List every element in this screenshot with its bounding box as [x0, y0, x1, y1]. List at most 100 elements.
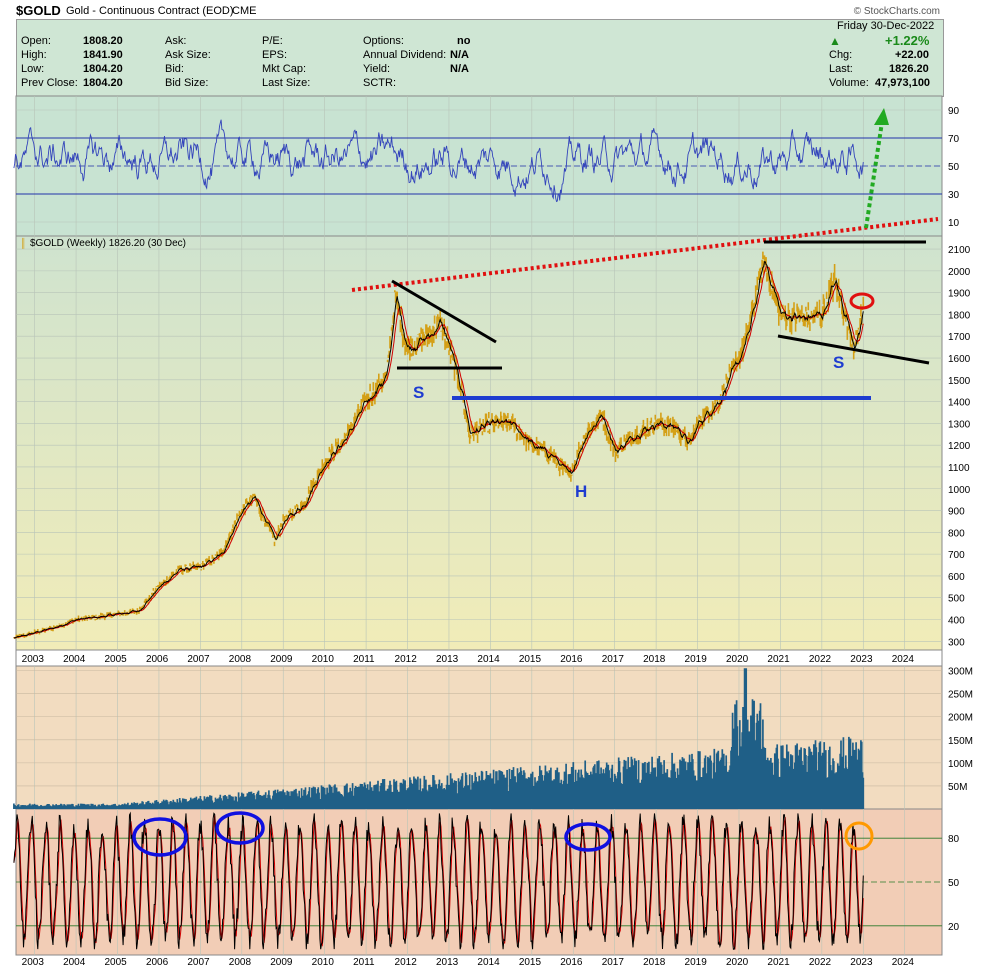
- price-ytick-1900: 1900: [948, 289, 971, 300]
- asksize-label: Ask Size:: [165, 49, 211, 61]
- last-value: 1826.20: [889, 63, 929, 75]
- mktcap-label: Mkt Cap:: [262, 63, 307, 75]
- sto-xtick-2012: 2012: [395, 957, 418, 968]
- sto-xtick-2019: 2019: [685, 957, 708, 968]
- black-downtrend-line: [391, 279, 497, 344]
- prevclose-label: Prev Close:: [21, 77, 78, 89]
- sto-xtick-2024: 2024: [892, 957, 915, 968]
- options-label: Options:: [363, 35, 404, 47]
- sto-ytick-80: 80: [948, 834, 960, 845]
- annualdiv-label: Annual Dividend:: [363, 49, 447, 61]
- eps-label: EPS:: [262, 49, 288, 61]
- volume-label: Volume:: [829, 77, 869, 89]
- sctr-label: SCTR:: [363, 77, 396, 89]
- price-xtick-2013: 2013: [436, 654, 459, 665]
- sto-ytick-20: 20: [948, 922, 960, 933]
- price-xtick-2019: 2019: [685, 654, 708, 665]
- sto-xtick-2004: 2004: [63, 957, 86, 968]
- quote-date: Friday 30-Dec-2022: [837, 20, 935, 32]
- price-xtick-2011: 2011: [353, 654, 375, 665]
- price-panel: [15, 235, 943, 651]
- chg-label: Chg:: [829, 49, 853, 61]
- price-xtick-2018: 2018: [643, 654, 666, 665]
- sto-k-line: [13, 811, 864, 950]
- sto-xtick-2013: 2013: [436, 957, 459, 968]
- legend-price-swatch: ║: [20, 237, 26, 249]
- open-value: 1808.20: [83, 35, 123, 47]
- low-value: 1804.20: [83, 63, 123, 75]
- sto-xtick-2011: 2011: [353, 957, 375, 968]
- sto-xtick-2014: 2014: [477, 957, 500, 968]
- blue-circle-2016: [564, 822, 612, 852]
- price-ytick-1000: 1000: [948, 485, 971, 496]
- price-ytick-1300: 1300: [948, 419, 971, 430]
- rsi-line: [13, 119, 864, 203]
- price-ytick-1800: 1800: [948, 310, 971, 321]
- blue-circle-2006: [132, 817, 188, 857]
- sto-xtick-2010: 2010: [312, 957, 335, 968]
- orange-circle-2022: [844, 821, 874, 851]
- yield-value: N/A: [450, 63, 469, 75]
- price-xtick-2016: 2016: [560, 654, 583, 665]
- annotation-left-shoulder: S: [413, 383, 424, 402]
- prevclose-value: 1804.20: [83, 77, 123, 89]
- price-ytick-600: 600: [948, 572, 965, 583]
- vol-ytick-250M: 250M: [948, 690, 973, 701]
- sto-xtick-2009: 2009: [270, 957, 293, 968]
- price-xtick-2015: 2015: [519, 654, 542, 665]
- blue-circle-2008: [215, 811, 265, 845]
- yield-label: Yield:: [363, 63, 391, 75]
- quote-info-panel: Open: 1808.20 High: 1841.90 Low: 1804.20…: [16, 19, 944, 97]
- sto-xtick-2023: 2023: [850, 957, 873, 968]
- sto-xtick-2017: 2017: [602, 957, 625, 968]
- sto-xtick-2015: 2015: [519, 957, 542, 968]
- sto-xtick-2018: 2018: [643, 957, 666, 968]
- red-highlight-ellipse: [849, 292, 875, 310]
- sto-xtick-2003: 2003: [22, 957, 45, 968]
- price-xtick-2021: 2021: [767, 654, 790, 665]
- price-xtick-2020: 2020: [726, 654, 749, 665]
- vol-ytick-150M: 150M: [948, 736, 973, 747]
- chg-value: +22.00: [895, 49, 929, 61]
- sto-xtick-2016: 2016: [560, 957, 583, 968]
- sto-xtick-2021: 2021: [767, 957, 790, 968]
- price-xtick-2009: 2009: [270, 654, 293, 665]
- price-xtick-2017: 2017: [602, 654, 625, 665]
- price-xtick-2014: 2014: [477, 654, 500, 665]
- price-ytick-700: 700: [948, 550, 965, 561]
- price-ytick-800: 800: [948, 528, 965, 539]
- price-xtick-2004: 2004: [63, 654, 86, 665]
- price-xtick-2022: 2022: [809, 654, 832, 665]
- annotation-right-shoulder: S: [833, 353, 844, 372]
- low-label: Low:: [21, 63, 45, 75]
- brand-label[interactable]: © StockCharts.com: [853, 6, 940, 17]
- price-legend: $GOLD (Weekly) 1826.20 (30 Dec): [30, 238, 186, 249]
- price-xtick-2023: 2023: [850, 654, 873, 665]
- title-bar: $GOLD Gold - Continuous Contract (EOD) C…: [0, 0, 990, 20]
- volume-bars: [13, 668, 865, 809]
- price-xtick-2007: 2007: [187, 654, 210, 665]
- sto-xtick-2020: 2020: [726, 957, 749, 968]
- rsi-ytick-90: 90: [948, 106, 960, 117]
- price-xtick-2010: 2010: [312, 654, 335, 665]
- up-arrow-icon: ▲: [829, 34, 841, 48]
- price-ytick-1500: 1500: [948, 376, 971, 387]
- price-ytick-900: 900: [948, 507, 965, 518]
- sto-xtick-2022: 2022: [809, 957, 832, 968]
- price-xtick-2012: 2012: [395, 654, 418, 665]
- bidsize-label: Bid Size:: [165, 77, 209, 89]
- price-xtick-2005: 2005: [105, 654, 128, 665]
- price-ytick-500: 500: [948, 594, 965, 605]
- price-xtick-2003: 2003: [22, 654, 45, 665]
- chart-symbol: $GOLD: [16, 3, 61, 18]
- price-ytick-1700: 1700: [948, 332, 971, 343]
- red-resistance-trendline: [351, 217, 939, 292]
- sto-xtick-2005: 2005: [105, 957, 128, 968]
- rsi-ytick-70: 70: [948, 134, 960, 145]
- pct-change: +1.22%: [885, 33, 930, 48]
- rsi-ytick-30: 30: [948, 190, 960, 201]
- rsi-ytick-50: 50: [948, 162, 960, 173]
- sto-xtick-2006: 2006: [146, 957, 169, 968]
- price-ytick-1600: 1600: [948, 354, 971, 365]
